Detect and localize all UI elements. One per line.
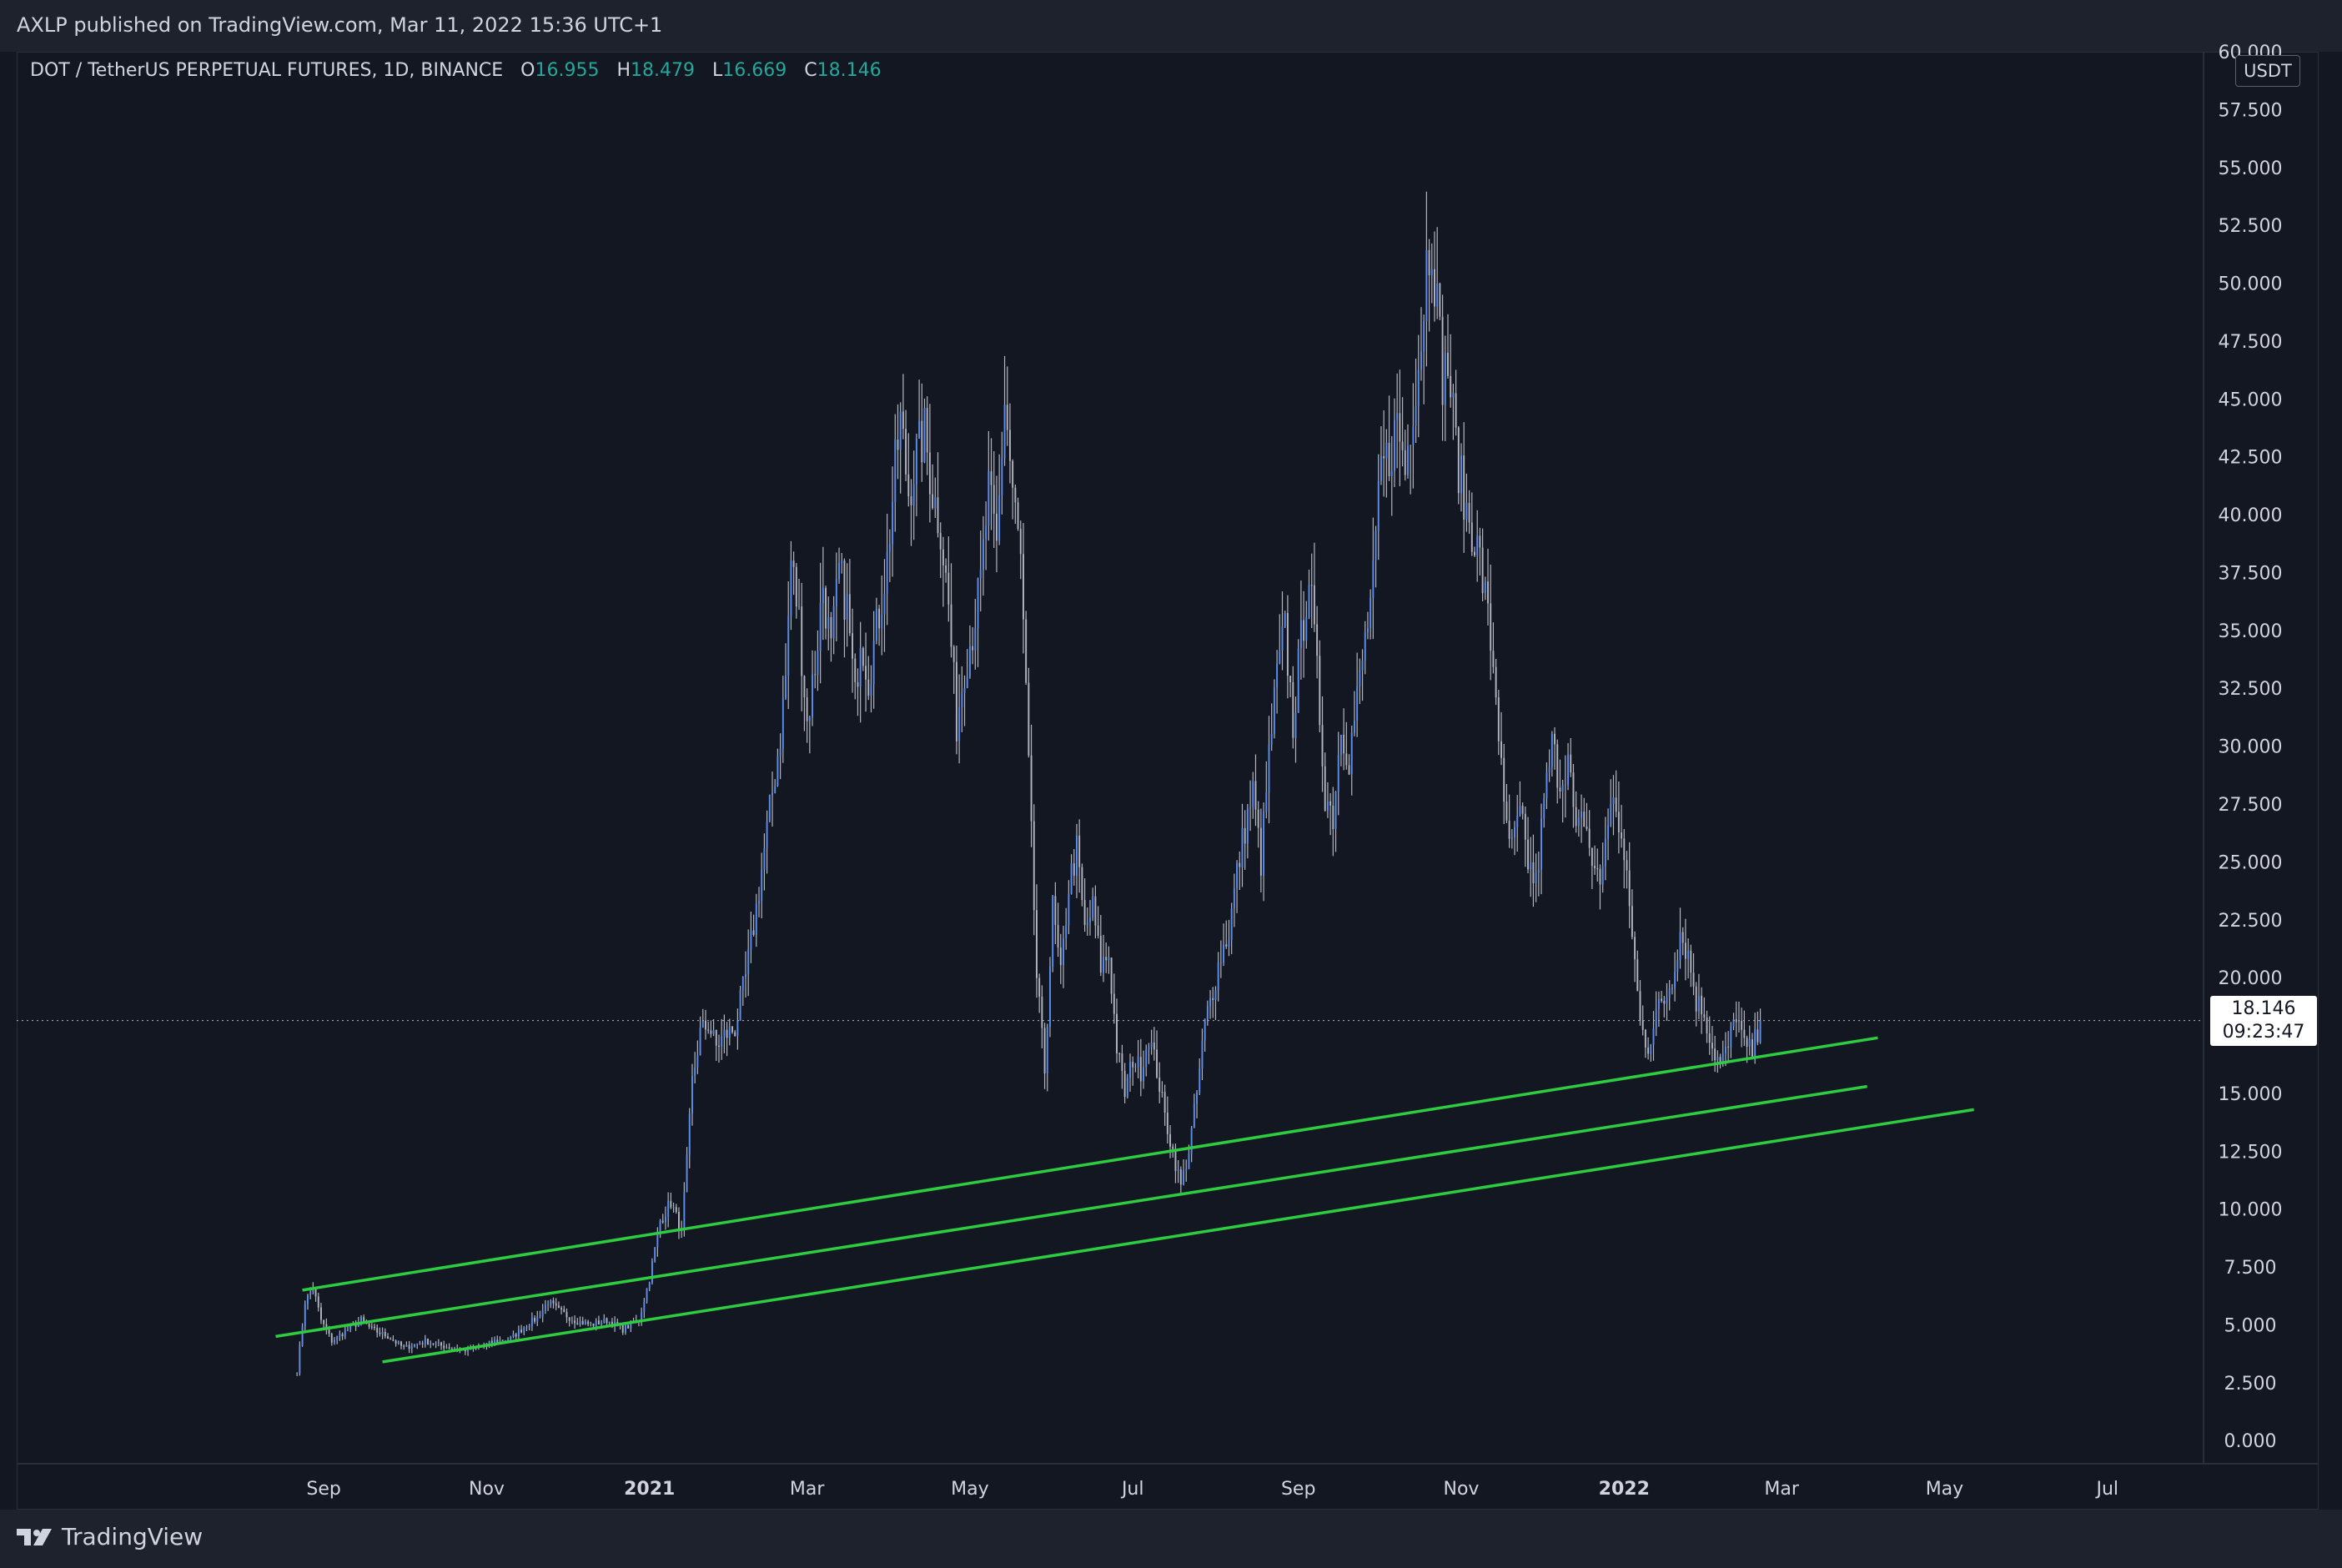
symbol-legend[interactable]: DOT / TetherUS PERPETUAL FUTURES, 1D, BI… [30, 60, 882, 81]
close-label: C [804, 60, 817, 81]
low-value: 16.669 [722, 60, 787, 81]
tradingview-brand: TradingView [62, 1523, 204, 1550]
currency-button[interactable]: USDT [2235, 55, 2300, 87]
symbol-name: DOT / TetherUS PERPETUAL FUTURES, 1D, BI… [30, 60, 504, 81]
tradingview-logo[interactable]: TradingView [17, 1523, 203, 1550]
high-value: 18.479 [631, 60, 696, 81]
last-price-label: 18.146 09:23:47 [2210, 996, 2317, 1046]
tradingview-logo-icon [17, 1528, 52, 1545]
bottom-bar [0, 1510, 2342, 1568]
open-value: 16.955 [535, 60, 600, 81]
bar-countdown: 09:23:47 [2222, 1022, 2305, 1043]
close-value: 18.146 [817, 60, 882, 81]
top-bar: AXLP published on TradingView.com, Mar 1… [0, 0, 2342, 52]
high-label: H [616, 60, 631, 81]
last-price-value: 18.146 [2231, 998, 2296, 1019]
low-label: L [712, 60, 723, 81]
published-info: AXLP published on TradingView.com, Mar 1… [17, 13, 663, 37]
chart-frame[interactable] [17, 52, 2319, 1510]
open-label: O [520, 60, 535, 81]
